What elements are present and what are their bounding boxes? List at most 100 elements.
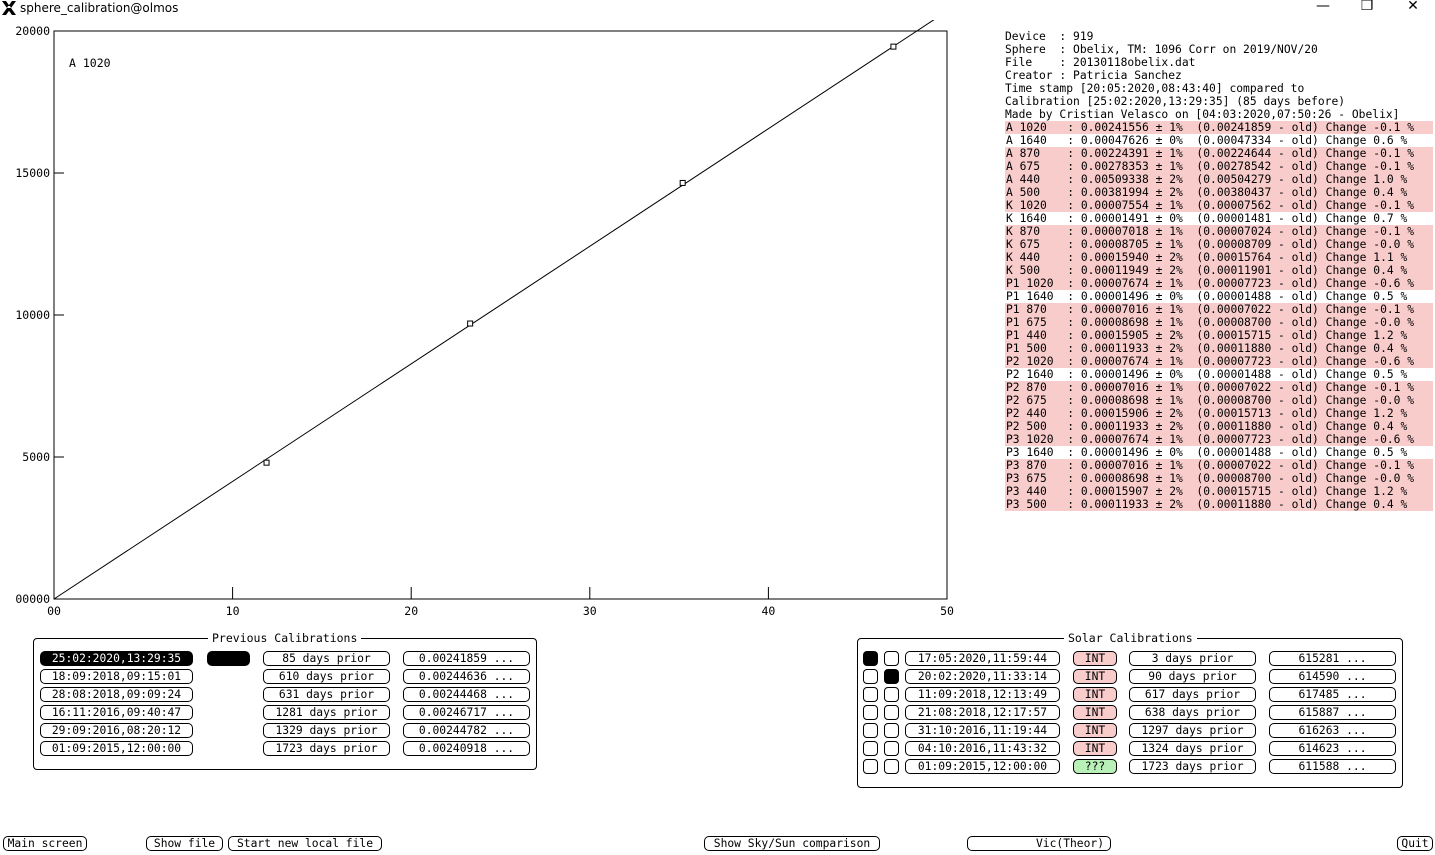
previous-calibration-value-button[interactable]: 0.00244636 ... xyxy=(403,669,530,684)
previous-calibration-days: 631 days prior xyxy=(263,687,390,702)
calibration-info-panel: Device : 919 Sphere : Obelix, TM: 1096 Co… xyxy=(1005,30,1433,511)
previous-calibration-days: 85 days prior xyxy=(263,651,390,666)
previous-calibration-value-button[interactable]: 0.00240918 ... xyxy=(403,741,530,756)
solar-calibration-type-badge: ??? xyxy=(1073,759,1117,774)
solar-calibration-date-button[interactable]: 21:08:2018,12:17:57 xyxy=(905,705,1060,720)
solar-calibration-type-badge: INT xyxy=(1073,723,1117,738)
previous-calibration-value-button[interactable]: 0.00244468 ... xyxy=(403,687,530,702)
previous-calibration-date-button[interactable]: 16:11:2016,09:40:47 xyxy=(40,705,193,720)
coefficient-row: P2 870 : 0.00007016 ± 1% (0.00007022 - o… xyxy=(1005,381,1433,394)
solar-calibration-value-button[interactable]: 616263 ... xyxy=(1269,723,1396,738)
solar-calibration-date-button[interactable]: 04:10:2016,11:43:32 xyxy=(905,741,1060,756)
solar-calibration-days: 1324 days prior xyxy=(1129,741,1256,756)
solar-calibration-value-button[interactable]: 617485 ... xyxy=(1269,687,1396,702)
solar-calibration-date-button[interactable]: 17:05:2020,11:59:44 xyxy=(905,651,1060,666)
coefficient-row: P3 440 : 0.00015907 ± 2% (0.00015715 - o… xyxy=(1005,485,1433,498)
coefficient-row: P1 870 : 0.00007016 ± 1% (0.00007022 - o… xyxy=(1005,303,1433,316)
info-header-line: Device : 919 xyxy=(1005,30,1094,43)
coefficient-row: A 1020 : 0.00241556 ± 1% (0.00241859 - o… xyxy=(1005,121,1433,134)
solar-calibration-days: 1297 days prior xyxy=(1129,723,1256,738)
solar-calibration-type-badge: INT xyxy=(1073,741,1117,756)
show-file-button[interactable]: Show file xyxy=(146,836,223,851)
coefficient-row: P2 500 : 0.00011933 ± 2% (0.00011880 - o… xyxy=(1005,420,1433,433)
solar-calibration-value-button[interactable]: 614590 ... xyxy=(1269,669,1396,684)
previous-calibration-value-button[interactable]: 0.00241859 ... xyxy=(403,651,530,666)
solar-calibration-value-button[interactable]: 611588 ... xyxy=(1269,759,1396,774)
vic-theor-button[interactable]: Vic(Theor) xyxy=(967,836,1111,851)
title-bar: sphere_calibration@olmos — ❐ ✕ xyxy=(0,0,1435,18)
solar-calibration-value-button[interactable]: 615887 ... xyxy=(1269,705,1396,720)
info-header-line: Time stamp [20:05:2020,08:43:40] compare… xyxy=(1005,82,1305,95)
previous-calibration-date-button[interactable]: 25:02:2020,13:29:35 xyxy=(40,651,193,666)
solar-calibration-value-button[interactable]: 614623 ... xyxy=(1269,741,1396,756)
solar-select-toggle-1[interactable] xyxy=(863,723,878,738)
solar-select-toggle-2[interactable] xyxy=(884,651,899,666)
x-tick-label: 50 xyxy=(940,604,954,618)
solar-calibration-date-button[interactable]: 11:09:2018,12:13:49 xyxy=(905,687,1060,702)
coefficient-row: P3 870 : 0.00007016 ± 1% (0.00007022 - o… xyxy=(1005,459,1433,472)
y-tick-label: 10000 xyxy=(15,308,50,322)
calibration-plot: A 1020 00 10 20 30 40 50 00000 5000 10000 15000 20… xyxy=(15,20,954,618)
window-title: sphere_calibration@olmos xyxy=(20,1,179,15)
solar-select-toggle-2[interactable] xyxy=(884,759,899,774)
show-sky-sun-comparison-button[interactable]: Show Sky/Sun comparison xyxy=(704,836,880,851)
coefficient-row: K 500 : 0.00011949 ± 2% (0.00011901 - ol… xyxy=(1005,264,1433,277)
coefficient-row: K 870 : 0.00007018 ± 1% (0.00007024 - ol… xyxy=(1005,225,1433,238)
solar-calibrations-group: Solar Calibrations xyxy=(857,631,1403,788)
close-button[interactable]: ✕ xyxy=(1407,0,1419,14)
solar-select-toggle-1[interactable] xyxy=(863,687,878,702)
data-point xyxy=(890,43,897,50)
solar-select-toggle-2[interactable] xyxy=(884,669,899,684)
main-screen-button[interactable]: Main screen xyxy=(3,836,87,851)
solar-select-toggle-2[interactable] xyxy=(884,687,899,702)
coefficient-row: P1 1020 : 0.00007674 ± 1% (0.00007723 - … xyxy=(1005,277,1433,290)
x-tick-label: 00 xyxy=(47,604,61,618)
previous-calibration-days: 610 days prior xyxy=(263,669,390,684)
data-point xyxy=(679,179,686,186)
selected-calibration-indicator xyxy=(207,651,250,666)
plot-frame xyxy=(53,30,948,600)
solar-select-toggle-1[interactable] xyxy=(863,651,878,666)
quit-button[interactable]: Quit xyxy=(1397,836,1433,851)
info-header-line: File : 20130118obelix.dat xyxy=(1005,56,1196,69)
plot-annotation: A 1020 xyxy=(69,56,111,70)
start-new-local-file-button[interactable]: Start new local file xyxy=(228,836,382,851)
coefficient-row: A 500 : 0.00381994 ± 2% (0.00380437 - ol… xyxy=(1005,186,1433,199)
info-header-line: Sphere : Obelix, TM: 1096 Corr on 2019/N… xyxy=(1005,43,1318,56)
coefficient-row: K 440 : 0.00015940 ± 2% (0.00015764 - ol… xyxy=(1005,251,1433,264)
solar-select-toggle-2[interactable] xyxy=(884,723,899,738)
previous-calibration-date-button[interactable]: 29:09:2016,08:20:12 xyxy=(40,723,193,738)
x-tick-label: 10 xyxy=(226,604,240,618)
previous-calibrations-group: Previous Calibrations xyxy=(33,631,537,770)
previous-calibration-value-button[interactable]: 0.00246717 ... xyxy=(403,705,530,720)
previous-calibration-date-button[interactable]: 28:08:2018,09:09:24 xyxy=(40,687,193,702)
coefficient-row: P2 1020 : 0.00007674 ± 1% (0.00007723 - … xyxy=(1005,355,1433,368)
minimize-button[interactable]: — xyxy=(1316,0,1330,14)
maximize-button[interactable]: ❐ xyxy=(1360,0,1374,14)
solar-select-toggle-1[interactable] xyxy=(863,705,878,720)
y-tick-label: 15000 xyxy=(15,166,50,180)
solar-select-toggle-2[interactable] xyxy=(884,741,899,756)
coefficient-row: P3 675 : 0.00008698 ± 1% (0.00008700 - o… xyxy=(1005,472,1433,485)
solar-select-toggle-1[interactable] xyxy=(863,741,878,756)
previous-calibration-value-button[interactable]: 0.00244782 ... xyxy=(403,723,530,738)
previous-calibration-date-button[interactable]: 18:09:2018,09:15:01 xyxy=(40,669,193,684)
previous-calibration-date-button[interactable]: 01:09:2015,12:00:00 xyxy=(40,741,193,756)
solar-select-toggle-2[interactable] xyxy=(884,705,899,720)
y-tick-label: 5000 xyxy=(22,450,50,464)
coefficient-row: P3 1020 : 0.00007674 ± 1% (0.00007723 - … xyxy=(1005,433,1433,446)
coefficient-row: P2 440 : 0.00015906 ± 2% (0.00015713 - o… xyxy=(1005,407,1433,420)
solar-calibration-days: 90 days prior xyxy=(1129,669,1256,684)
solar-select-toggle-1[interactable] xyxy=(863,669,878,684)
coefficient-row: P3 500 : 0.00011933 ± 2% (0.00011880 - o… xyxy=(1005,498,1433,511)
solar-calibration-date-button[interactable]: 31:10:2016,11:19:44 xyxy=(905,723,1060,738)
solar-select-toggle-1[interactable] xyxy=(863,759,878,774)
solar-calibration-date-button[interactable]: 01:09:2015,12:00:00 xyxy=(905,759,1060,774)
y-tick-label: 00000 xyxy=(15,592,50,606)
solar-calibration-date-button[interactable]: 20:02:2020,11:33:14 xyxy=(905,669,1060,684)
info-header-line: Calibration [25:02:2020,13:29:35] (85 da… xyxy=(1005,95,1346,108)
solar-calibrations-title: Solar Calibrations xyxy=(1064,631,1197,645)
previous-calibration-days: 1281 days prior xyxy=(263,705,390,720)
solar-calibration-value-button[interactable]: 615281 ... xyxy=(1269,651,1396,666)
coefficient-row: P2 675 : 0.00008698 ± 1% (0.00008700 - o… xyxy=(1005,394,1433,407)
